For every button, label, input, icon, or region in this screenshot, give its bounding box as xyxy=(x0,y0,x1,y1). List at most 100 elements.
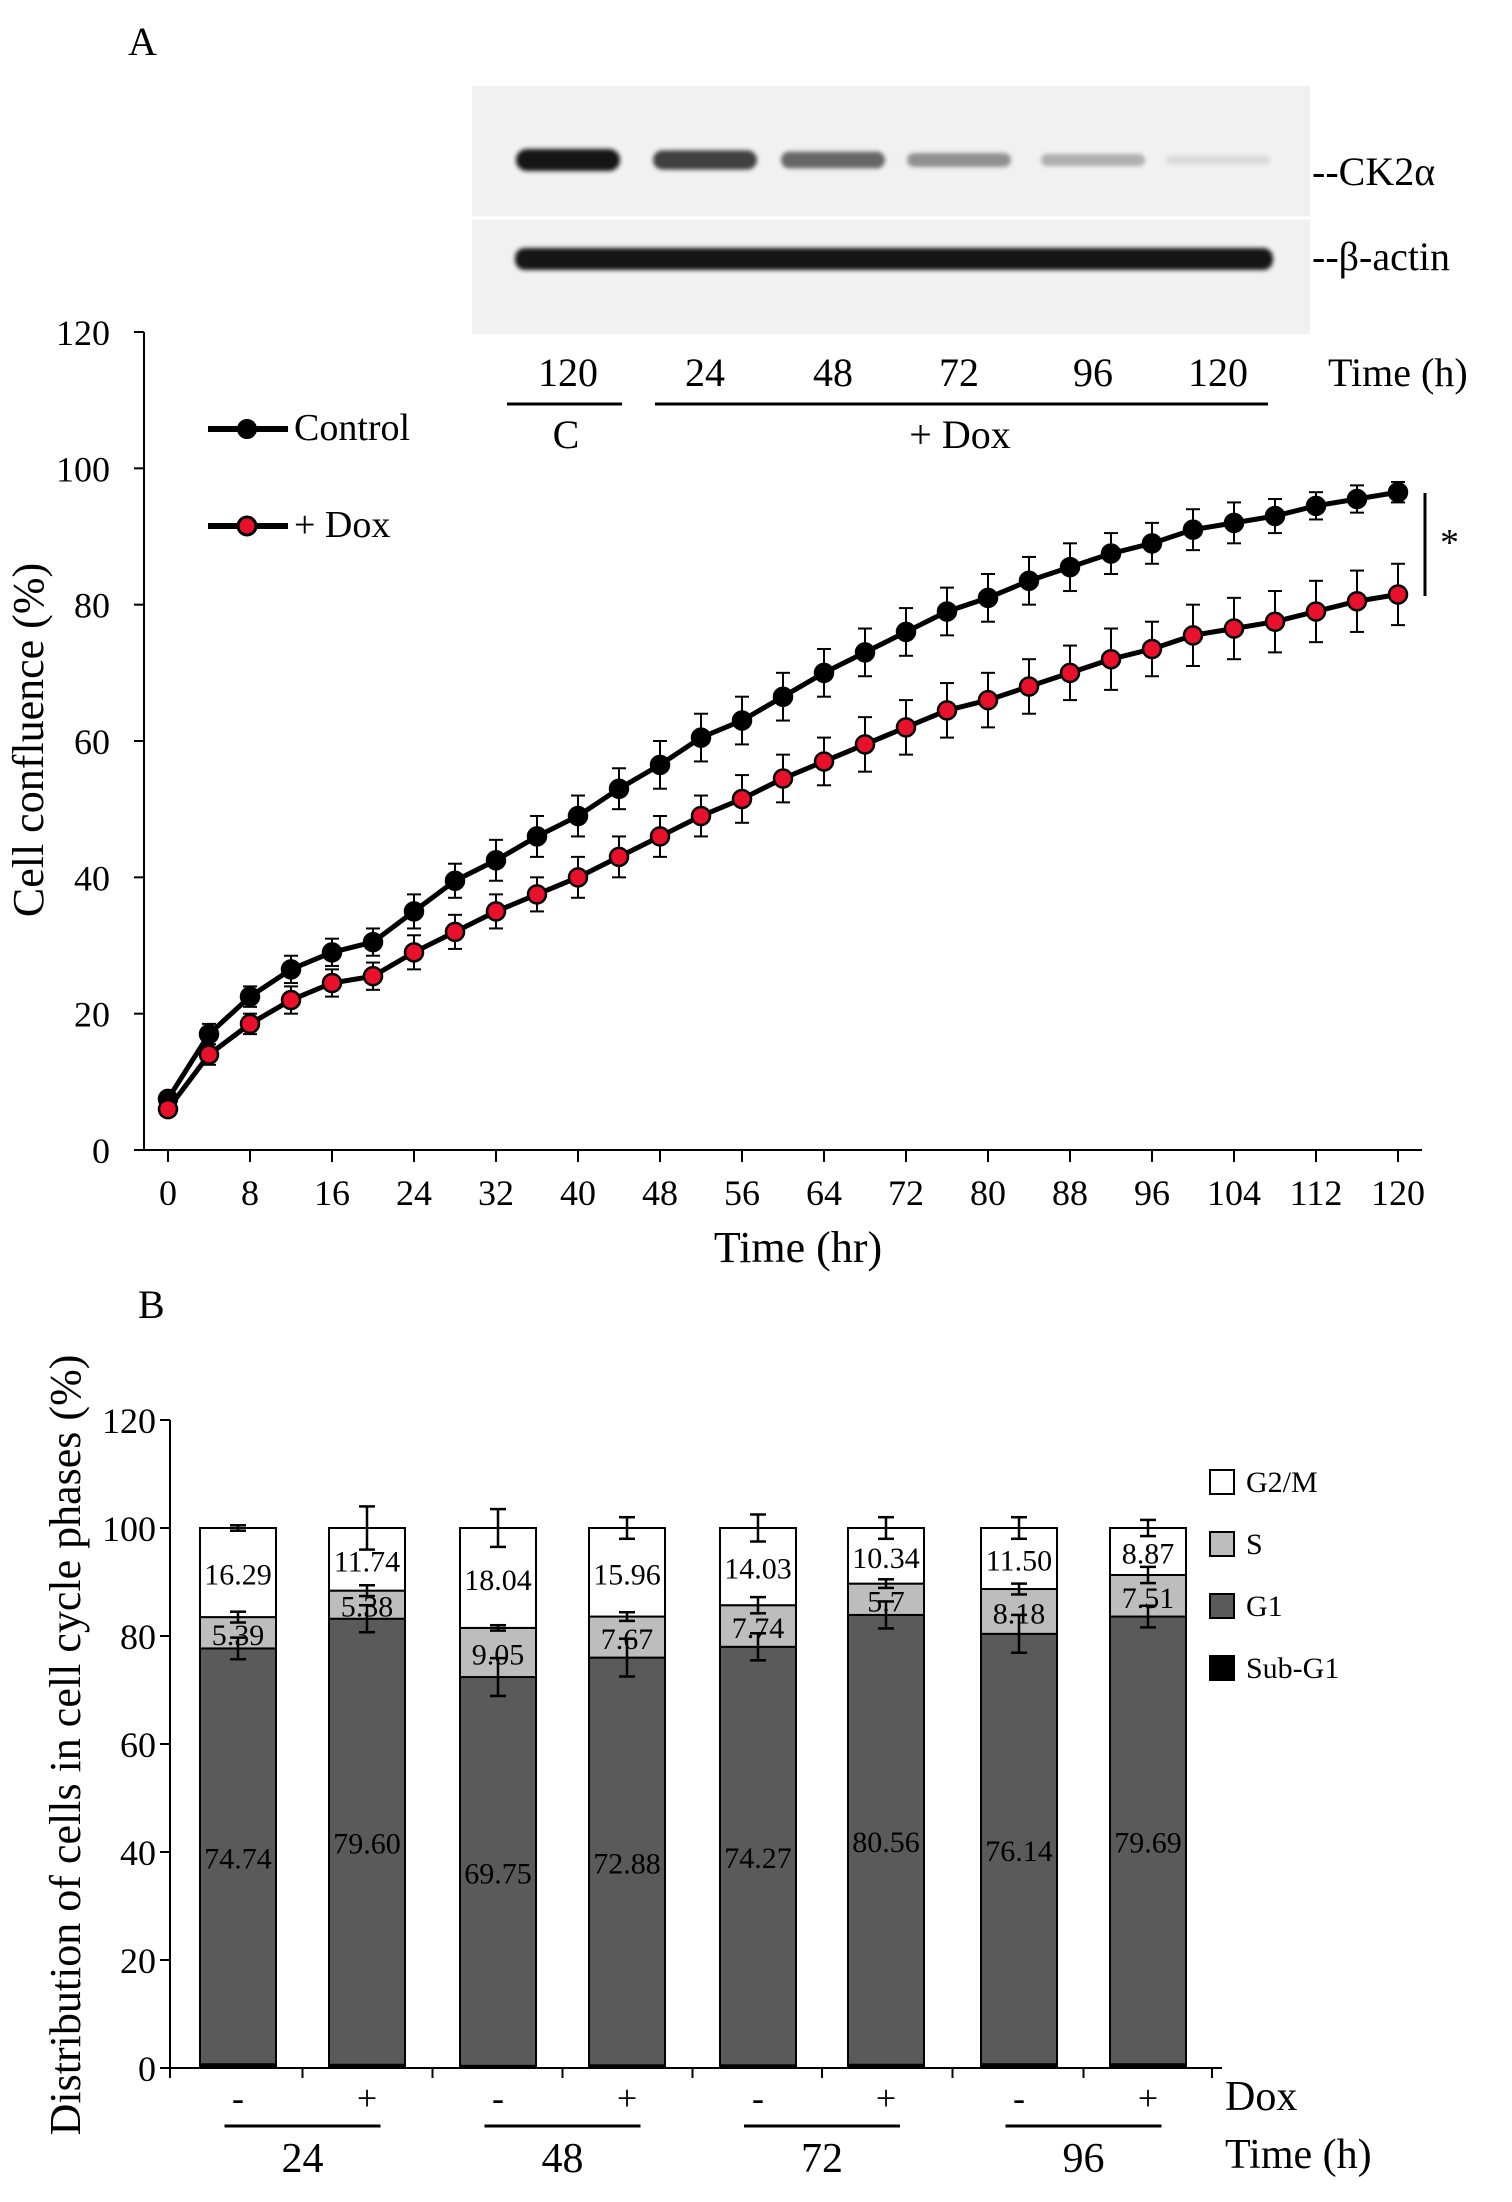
data-point xyxy=(526,884,548,905)
x-tick-label: 48 xyxy=(642,1173,678,1213)
x-tick-label: 120 xyxy=(1371,1173,1425,1213)
ck2-band xyxy=(907,153,1011,167)
x-tick-label: 40 xyxy=(560,1173,596,1213)
lane-label: 72 xyxy=(939,350,979,395)
segment-label: 18.04 xyxy=(464,1564,532,1597)
blot-time-label: Time (h) xyxy=(1328,350,1468,395)
lane-labels: 120 24 48 72 96 120 xyxy=(538,350,1248,395)
dox-sign: - xyxy=(492,2078,504,2118)
y-tick-label: 120 xyxy=(56,313,110,353)
y-tick-label: 100 xyxy=(56,449,110,489)
data-point xyxy=(1018,570,1040,592)
data-point xyxy=(485,850,507,871)
ck2-band xyxy=(653,150,757,170)
stacked-bar: 74.27 7.74 14.03 xyxy=(719,1513,797,2070)
segment-label: 14.03 xyxy=(724,1553,792,1586)
panel-a-label: A xyxy=(128,19,157,64)
line-series xyxy=(157,480,1409,1120)
legend-dox-label: + Dox xyxy=(294,504,390,546)
dox-sign: - xyxy=(1013,2078,1025,2118)
data-point xyxy=(239,1013,261,1035)
data-point xyxy=(444,921,466,943)
time-group-label: 72 xyxy=(801,2136,843,2182)
x-tick-label: 112 xyxy=(1290,1173,1343,1213)
segment-label: 11.50 xyxy=(986,1545,1052,1578)
bar-y-axis-title: Distribution of cells in cell cycle phas… xyxy=(41,1355,90,2136)
data-point xyxy=(936,601,958,622)
x-tick-label: 64 xyxy=(806,1173,842,1213)
data-point xyxy=(608,846,630,868)
time-row-label: Time (h) xyxy=(1225,2132,1372,2178)
data-point xyxy=(362,965,384,987)
data-point xyxy=(813,662,835,684)
y-tick-label: 20 xyxy=(74,995,110,1035)
data-point xyxy=(1346,488,1368,510)
line-x-axis-title: Time (hr) xyxy=(714,1223,882,1272)
data-point xyxy=(444,870,466,891)
data-point xyxy=(731,788,753,810)
actin-band xyxy=(515,248,1273,270)
legend-dox-marker xyxy=(236,515,258,537)
y-tick-label: 40 xyxy=(74,858,110,898)
bar-segment-g1 xyxy=(459,1676,537,2067)
segment-label: 76.14 xyxy=(985,1835,1053,1868)
legend-label: G2/M xyxy=(1246,1466,1318,1499)
dox-sign: - xyxy=(232,2078,244,2118)
stacked-bar: 69.75 9.05 18.04 xyxy=(459,1507,537,2070)
data-point xyxy=(977,587,999,609)
ck2-band xyxy=(1166,155,1270,165)
dox-sign: + xyxy=(876,2078,896,2118)
x-tick-label: 32 xyxy=(478,1173,514,1213)
data-point xyxy=(731,710,753,731)
data-point xyxy=(1182,625,1204,646)
data-point xyxy=(321,972,343,994)
data-point xyxy=(198,1044,220,1065)
stacked-bar: 80.56 5.7 10.34 xyxy=(847,1515,925,2070)
y-tick-label: 60 xyxy=(74,722,110,762)
blot-background xyxy=(472,86,1310,334)
x-tick-label: 56 xyxy=(724,1173,760,1213)
data-point xyxy=(403,942,425,963)
data-point xyxy=(1100,543,1122,564)
data-point xyxy=(1141,638,1163,660)
x-tick-label: 96 xyxy=(1134,1173,1170,1213)
data-point xyxy=(485,901,507,922)
data-point xyxy=(608,778,630,799)
data-point xyxy=(1264,505,1286,527)
y-tick-label: 0 xyxy=(138,2049,156,2089)
data-point xyxy=(772,686,794,707)
dox-sign: + xyxy=(1138,2078,1158,2118)
lane-label: 120 xyxy=(1188,350,1248,395)
lane-label: 48 xyxy=(813,350,853,395)
y-tick-label: 20 xyxy=(120,1941,156,1981)
cell-cycle-bar-chart: 0 20 40 60 80 100 120 Distribution of cells in… xyxy=(41,1355,1372,2182)
data-point xyxy=(198,1023,220,1045)
dox-row-label: Dox xyxy=(1225,2074,1297,2120)
data-point xyxy=(1387,481,1409,503)
legend-swatch xyxy=(1209,1469,1235,1495)
data-point xyxy=(1182,519,1204,540)
segment-label: 15.96 xyxy=(593,1558,661,1591)
data-point xyxy=(854,642,876,663)
bar-segment-g1 xyxy=(199,1647,277,2066)
y-tick-label: 80 xyxy=(74,586,110,626)
data-point xyxy=(690,727,712,748)
legend-label: G1 xyxy=(1246,1590,1283,1623)
segment-label: 7.51 xyxy=(1122,1582,1175,1615)
data-point xyxy=(813,751,835,772)
y-tick-label: 0 xyxy=(92,1131,110,1171)
stacked-bar: 79.69 7.51 8.87 xyxy=(1109,1518,1187,2069)
stacked-bar: 74.74 5.39 16.29 xyxy=(199,1524,277,2069)
bar-y-ticks: 0 20 40 60 80 100 120 xyxy=(102,1401,170,2089)
legend-swatch xyxy=(1209,1593,1235,1619)
segment-label: 79.69 xyxy=(1114,1826,1182,1859)
panel-b-label: B xyxy=(138,1282,165,1327)
group-c-label: C xyxy=(553,412,580,457)
dox-sign: + xyxy=(617,2078,637,2118)
bar-segment-g2m xyxy=(588,1527,666,1618)
ck2-band-label: --CK2α xyxy=(1312,149,1435,194)
segment-label: 5.39 xyxy=(212,1619,265,1652)
data-point xyxy=(854,734,876,755)
segment-label: 9.05 xyxy=(472,1638,525,1671)
